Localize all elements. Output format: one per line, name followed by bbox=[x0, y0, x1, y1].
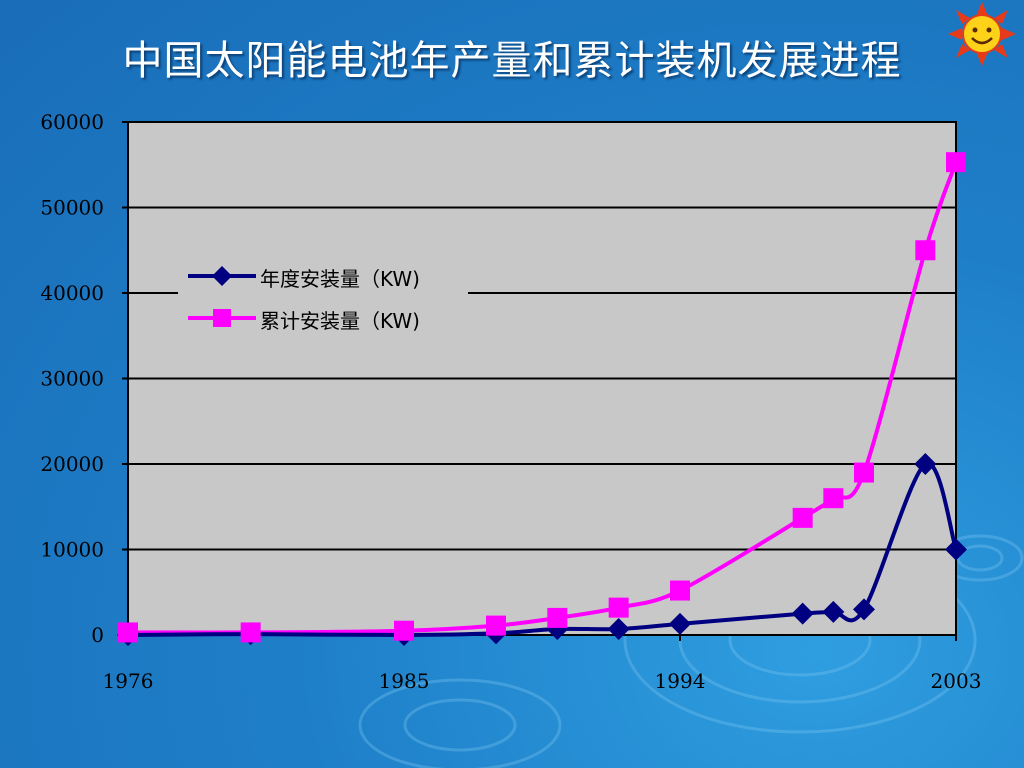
x-tick-label-1994: 1994 bbox=[655, 669, 706, 693]
y-axis: 0 10000 20000 30000 40000 50000 60000 bbox=[40, 110, 128, 647]
legend-item-cumulative: 累计安装量（KW) bbox=[178, 303, 468, 333]
series-lines bbox=[127, 161, 958, 638]
slide-title: 中国太阳能电池年产量和累计装机发展进程 bbox=[122, 38, 902, 84]
point-cumulative-1999 bbox=[823, 488, 844, 509]
y-tick-label-60000: 60000 bbox=[40, 110, 104, 134]
point-annual-1994 bbox=[669, 612, 691, 635]
point-annual-1999 bbox=[822, 600, 845, 623]
legend-diamond-icon bbox=[188, 266, 256, 286]
legend-item-annual: 年度安装量（KW) bbox=[178, 261, 468, 291]
y-tick-label-40000: 40000 bbox=[40, 281, 104, 305]
point-cumulative-2000 bbox=[854, 462, 874, 483]
y-tick-label-30000: 30000 bbox=[40, 367, 104, 391]
legend-square-icon bbox=[188, 309, 256, 327]
point-cumulative-1985 bbox=[394, 620, 414, 641]
legend-label-annual: 年度安装量（KW) bbox=[260, 267, 420, 291]
point-annual-2003 bbox=[945, 538, 967, 561]
chart-legend: 年度安装量（KW) 累计安装量（KW) bbox=[178, 257, 468, 339]
point-cumulative-1990 bbox=[547, 607, 568, 628]
series-line-0 bbox=[127, 461, 958, 638]
x-tick-label-1976: 1976 bbox=[103, 669, 154, 693]
x-tick-label-1985: 1985 bbox=[379, 669, 430, 693]
point-annual-1992 bbox=[607, 618, 630, 641]
series-markers bbox=[117, 152, 967, 646]
y-tick-label-0: 0 bbox=[91, 623, 104, 647]
y-tick-label-10000: 10000 bbox=[40, 538, 104, 562]
series-line-1 bbox=[127, 161, 958, 635]
x-axis: 1976 1985 1994 2003 bbox=[103, 635, 982, 693]
point-cumulative-1994 bbox=[670, 580, 690, 601]
point-cumulative-2002 bbox=[915, 240, 936, 261]
point-cumulative-1980 bbox=[240, 622, 261, 643]
point-annual-2000 bbox=[853, 598, 875, 621]
point-cumulative-1998 bbox=[792, 507, 813, 528]
point-annual-2002 bbox=[914, 453, 937, 475]
legend-label-cumulative: 累计安装量（KW) bbox=[260, 309, 420, 333]
point-cumulative-1992 bbox=[608, 597, 629, 618]
x-tick-label-2003: 2003 bbox=[931, 669, 982, 693]
smiling-sun-icon bbox=[948, 2, 1016, 66]
point-cumulative-1988 bbox=[486, 615, 506, 636]
y-tick-label-20000: 20000 bbox=[40, 452, 104, 476]
point-cumulative-1976 bbox=[118, 622, 138, 643]
point-annual-1998 bbox=[791, 602, 814, 625]
point-cumulative-2003 bbox=[946, 152, 966, 173]
y-tick-label-50000: 50000 bbox=[40, 196, 104, 220]
